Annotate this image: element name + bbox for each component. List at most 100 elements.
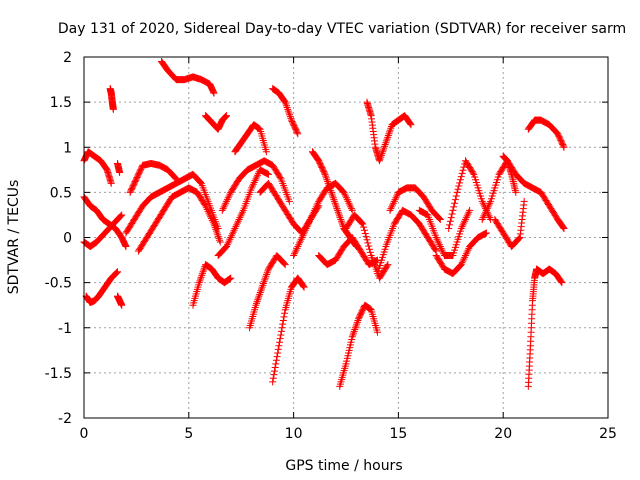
data-point: [228, 230, 236, 238]
data-point: [406, 120, 414, 128]
data-point: [336, 212, 344, 220]
data-point: [314, 199, 322, 207]
data-point: [324, 178, 332, 186]
series-track-27: [373, 206, 440, 278]
data-point: [197, 178, 205, 186]
data-point: [387, 124, 395, 132]
data-point: [381, 141, 389, 149]
data-point: [248, 184, 256, 192]
data-point: [271, 367, 279, 375]
data-point: [211, 222, 219, 230]
data-point: [118, 211, 126, 219]
data-point: [332, 203, 340, 211]
data-point: [212, 227, 220, 235]
data-point: [256, 290, 264, 298]
data-point: [300, 230, 308, 238]
data-point: [348, 206, 356, 214]
data-point: [226, 235, 234, 243]
data-point: [280, 96, 288, 104]
data-point: [348, 333, 356, 341]
data-point: [330, 197, 338, 205]
x-tick-label: 10: [285, 426, 303, 442]
data-point: [285, 109, 293, 117]
data-point: [347, 205, 355, 213]
data-point: [254, 294, 262, 302]
series-track-11: [158, 58, 218, 97]
data-point: [303, 223, 311, 231]
data-point: [386, 128, 394, 136]
data-point: [274, 349, 282, 357]
data-point: [460, 255, 468, 263]
data-point: [262, 272, 270, 280]
data-point: [557, 278, 565, 286]
data-point: [284, 107, 292, 115]
data-point: [380, 144, 388, 152]
data-point: [332, 201, 340, 209]
data-point: [207, 215, 215, 223]
data-point: [338, 187, 346, 195]
data-point: [282, 100, 290, 108]
data-point: [458, 169, 466, 177]
data-point: [200, 266, 208, 274]
x-tick-label: 15: [389, 426, 407, 442]
data-point: [297, 235, 305, 243]
data-point: [281, 261, 289, 269]
data-point: [253, 299, 261, 307]
data-point: [254, 171, 262, 179]
data-point: [343, 196, 351, 204]
data-point: [290, 250, 298, 258]
data-point: [373, 328, 381, 336]
data-point: [222, 199, 230, 207]
data-point: [258, 285, 266, 293]
data-point: [256, 289, 264, 297]
data-point: [486, 199, 494, 207]
data-point: [461, 215, 469, 223]
series-track-20: [269, 85, 302, 138]
data-point: [448, 210, 456, 218]
data-point: [202, 204, 210, 212]
data-point: [216, 238, 224, 246]
data-point: [263, 271, 271, 279]
data-point: [376, 155, 384, 163]
data-point: [558, 279, 566, 287]
data-point: [360, 226, 368, 234]
data-point: [381, 142, 389, 150]
x-tick-label: 0: [80, 426, 89, 442]
data-point: [458, 223, 466, 231]
data-point: [377, 153, 385, 161]
y-tick-label: 0.5: [50, 185, 72, 201]
data-point: [326, 185, 334, 193]
y-tick-label: -1.5: [45, 366, 72, 382]
data-point: [450, 203, 458, 211]
series-track-28: [386, 184, 444, 223]
data-point: [281, 309, 289, 317]
data-point: [457, 173, 465, 181]
data-point: [299, 232, 307, 240]
data-point: [232, 223, 240, 231]
data-point: [286, 113, 294, 121]
data-point: [290, 252, 298, 260]
data-point: [223, 241, 231, 249]
data-point: [479, 214, 487, 222]
data-point: [117, 212, 125, 220]
data-point: [379, 146, 387, 154]
data-point: [275, 342, 283, 350]
data-point: [171, 174, 179, 182]
data-point: [515, 234, 523, 242]
data-point: [311, 205, 319, 213]
data-point: [107, 179, 115, 187]
data-point: [201, 201, 209, 209]
data-point: [270, 371, 278, 379]
data-point: [341, 190, 349, 198]
data-point: [233, 219, 241, 227]
data-point: [329, 194, 337, 202]
data-point: [478, 215, 486, 223]
data-point: [407, 121, 415, 129]
data-point: [263, 269, 271, 277]
data-point: [446, 221, 454, 229]
series-track-23: [315, 234, 381, 269]
data-point: [249, 180, 257, 188]
data-point: [219, 205, 227, 213]
data-point: [312, 203, 320, 211]
data-point: [560, 143, 568, 151]
